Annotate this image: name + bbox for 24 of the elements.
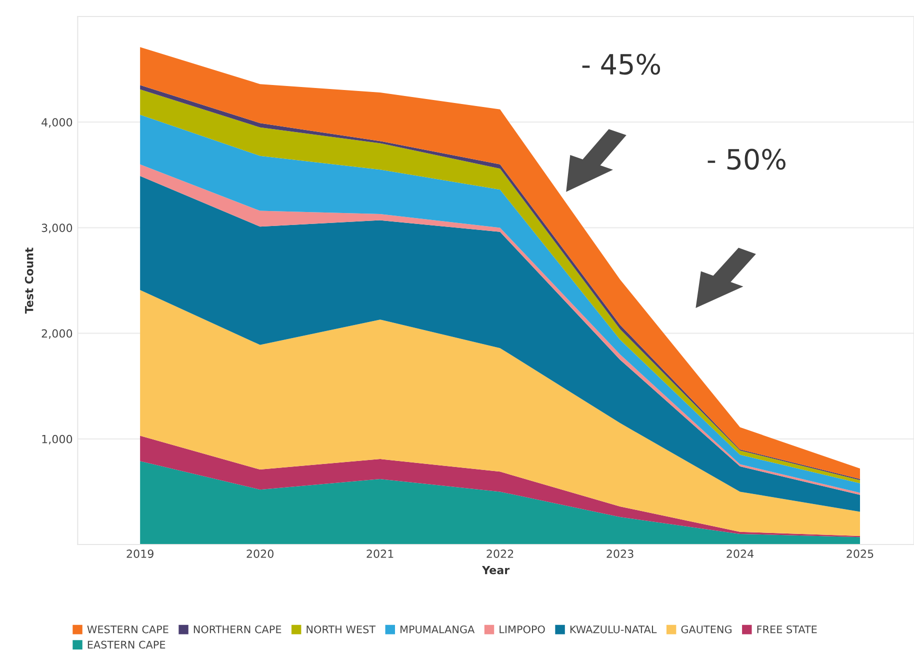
legend-label: MPUMALANGA bbox=[400, 625, 475, 634]
legend-label: LIMPOPO bbox=[500, 625, 545, 634]
x-tick-label: 2025 bbox=[846, 550, 874, 558]
legend-label: FREE STATE bbox=[757, 625, 817, 634]
legend-label: NORTHERN CAPE bbox=[194, 625, 282, 634]
y-tick-label: 2,000 bbox=[42, 329, 72, 339]
x-tick-label: 2021 bbox=[366, 550, 394, 558]
annotation: - 50% bbox=[708, 148, 786, 170]
y-tick-label: 4,000 bbox=[42, 118, 72, 128]
x-tick-label: 2023 bbox=[606, 550, 634, 558]
legend-label: GAUTENG bbox=[681, 625, 732, 634]
annotation: - 45% bbox=[582, 54, 660, 75]
y-tick-label: 1,000 bbox=[42, 434, 72, 444]
x-tick-label: 2024 bbox=[726, 550, 754, 558]
x-tick-label: 2019 bbox=[126, 550, 154, 558]
y-tick-label: 3,000 bbox=[42, 224, 72, 234]
legend-label: EASTERN CAPE bbox=[88, 640, 166, 649]
legend-label: WESTERN CAPE bbox=[87, 625, 168, 634]
x-tick-label: 2022 bbox=[486, 550, 514, 558]
x-axis-title: Year bbox=[482, 566, 510, 574]
legend-label: NORTH WEST bbox=[306, 625, 376, 634]
x-tick-label: 2020 bbox=[246, 550, 274, 558]
legend-label: KWAZULU-NATAL bbox=[570, 626, 657, 634]
y-axis-title: Test Count bbox=[24, 248, 34, 314]
